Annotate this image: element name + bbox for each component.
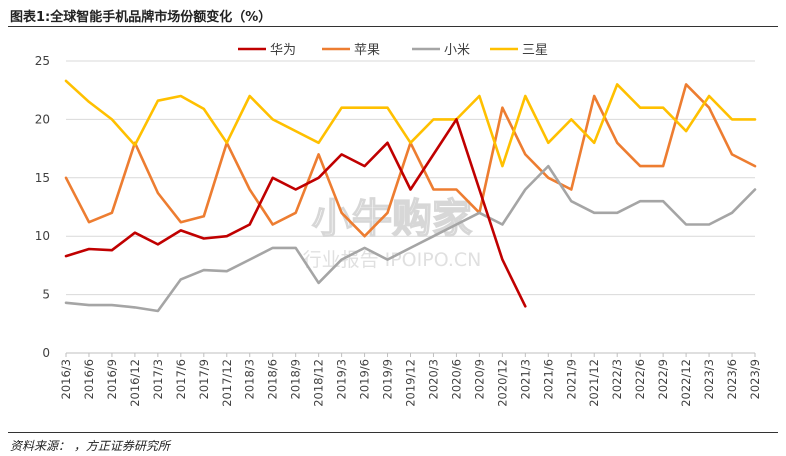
series-line-三星 — [64, 79, 757, 168]
legend-label: 华为 — [270, 43, 296, 58]
x-tick-label: 2017/3 — [151, 359, 165, 399]
gridlines — [66, 60, 755, 296]
x-tick-label: 2022/6 — [633, 359, 647, 399]
x-tick-label: 2016/9 — [105, 359, 119, 399]
y-tick-label: 5 — [42, 288, 50, 302]
x-tick-label: 2021/3 — [518, 359, 532, 399]
x-tick-label: 2022/12 — [679, 359, 693, 407]
legend-label: 小米 — [444, 43, 470, 58]
x-tick-label: 2018/3 — [243, 359, 257, 399]
x-tick-label: 2021/9 — [564, 359, 578, 399]
x-tick-label: 2021/6 — [541, 359, 555, 399]
x-tick-label: 2017/9 — [197, 359, 211, 399]
y-tick-label: 0 — [42, 346, 50, 360]
x-tick-label: 2019/12 — [404, 359, 418, 407]
x-tick-label: 2017/6 — [174, 359, 188, 399]
x-tick-label: 2020/9 — [472, 359, 486, 399]
y-tick-label: 10 — [35, 229, 50, 243]
y-tick-label: 15 — [35, 171, 50, 185]
x-tick-label: 2021/12 — [587, 359, 601, 407]
x-tick-label: 2019/3 — [335, 359, 349, 399]
x-tick-label: 2017/12 — [220, 359, 234, 407]
x-tick-label: 2019/9 — [381, 359, 395, 399]
x-tick-label: 2022/9 — [656, 359, 670, 399]
series-line-华为 — [64, 118, 527, 308]
chart-title: 图表1:全球智能手机品牌市场份额变化（%） — [10, 10, 272, 25]
x-tick-label: 2022/3 — [610, 359, 624, 399]
x-tick-label: 2023/3 — [702, 359, 716, 399]
x-tick-label: 2016/12 — [128, 359, 142, 407]
x-tick-label: 2020/3 — [426, 359, 440, 399]
legend-label: 苹果 — [354, 43, 380, 58]
x-tick-label: 2019/6 — [358, 359, 372, 399]
series-line-小米 — [64, 164, 757, 313]
x-tick-label: 2018/6 — [266, 359, 280, 399]
source-note: 资料来源： ，方正证券研究所 — [10, 439, 170, 453]
x-tick-label: 2023/9 — [748, 359, 762, 399]
x-tick-label: 2016/6 — [82, 359, 96, 399]
y-tick-label: 20 — [35, 112, 50, 126]
y-tick-label: 25 — [35, 54, 50, 68]
series-lines — [64, 79, 757, 313]
axes: 0 5 10 15 20 25 2016/3 2016/6 2016/9 2016/12 2017/… — [35, 54, 762, 407]
footer-divider — [8, 432, 778, 433]
legend: 华为 苹果 小米 三星 — [238, 43, 548, 58]
legend-label: 三星 — [522, 43, 548, 58]
title-divider — [8, 26, 778, 27]
x-tick-label: 2018/12 — [312, 359, 326, 407]
x-tick-label: 2020/12 — [495, 359, 509, 407]
watermark-subtitle: 行业报告 IPOIPO.CN — [303, 249, 482, 271]
x-tick-label: 2023/6 — [725, 359, 739, 399]
x-tick-label: 2018/9 — [289, 359, 303, 399]
x-tick-label: 2016/3 — [59, 359, 73, 399]
x-tick-label: 2020/6 — [449, 359, 463, 399]
